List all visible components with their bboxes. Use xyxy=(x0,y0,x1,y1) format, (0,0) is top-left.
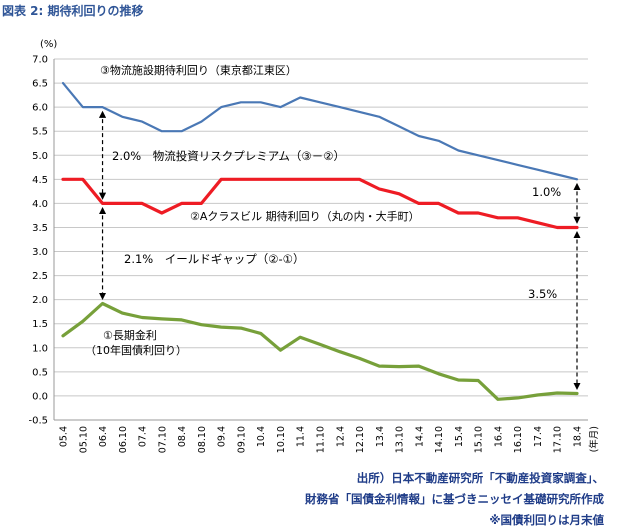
yield-line-chart: -0.5 0.0 0.5 1.0 1.5 2.0 2.5 3.0 3.5 4.0 4.5 5.0 5.5… xyxy=(28,39,601,453)
x-tick-label: 16.4 xyxy=(493,426,504,447)
annotation-labels: ③物流施設期待利回り（東京都江東区） ②Aクラスビル 期待利回り（丸の内・大手町）… xyxy=(85,63,561,357)
annotation-arrows xyxy=(98,110,581,390)
x-tick-label: 17.10 xyxy=(553,426,564,453)
logistics-series-label: ③物流施設期待利回り（東京都江東区） xyxy=(100,63,297,77)
source-line-1: 出所）日本不動産研究所「不動産投資家調査」、 xyxy=(356,471,604,485)
x-tick-label: 11.4 xyxy=(296,426,307,447)
y-tick-label: 3.0 xyxy=(32,247,48,258)
y-axis-tick-labels: -0.5 0.0 0.5 1.0 1.5 2.0 2.5 3.0 3.5 4.0 4.5 5.0 5.5… xyxy=(28,55,48,427)
x-axis-tick-labels: 05.4 05.10 06.4 06.10 07.4 07.10 08.4 08.10 09.4… xyxy=(59,426,601,453)
y-tick-label: 0.0 xyxy=(32,391,48,402)
x-tick-label: 13.10 xyxy=(395,426,406,453)
x-tick-label: 07.10 xyxy=(157,426,168,453)
x-axis-unit-label: (年月) xyxy=(588,426,600,452)
x-tick-label: 08.4 xyxy=(177,426,188,447)
office-series-label: ②Aクラスビル 期待利回り（丸の内・大手町） xyxy=(190,209,420,223)
y-tick-label: 6.5 xyxy=(32,79,48,90)
x-tick-label: 16.10 xyxy=(513,426,524,453)
gridlines xyxy=(53,58,588,421)
office-yield-line xyxy=(61,177,579,230)
jgb-series-label: ①長期金利（10年国債利回り） xyxy=(85,328,187,357)
x-tick-label: 07.4 xyxy=(138,426,149,447)
y-tick-label: 5.0 xyxy=(32,151,48,162)
series-lines xyxy=(61,81,579,401)
x-tick-label: 12.4 xyxy=(335,426,346,447)
y-tick-label: 5.5 xyxy=(32,127,48,138)
y-tick-label: 7.0 xyxy=(32,55,48,66)
y-tick-label: 0.5 xyxy=(32,367,48,378)
risk-premium-label: 2.0% 物流投資リスクプレミアム（③－②） xyxy=(112,149,345,163)
y-tick-label: -0.5 xyxy=(28,416,48,427)
yield-gap-label: 2.1% イールドギャップ（②-①） xyxy=(124,252,304,266)
x-tick-label: 13.4 xyxy=(375,426,386,447)
source-line-2: 財務省「国債金利情報」に基づきニッセイ基礎研究所作成 xyxy=(305,492,604,506)
office-jgb-gap-label: 3.5% xyxy=(528,287,557,301)
x-tick-label: 18.4 xyxy=(573,426,584,447)
y-tick-label: 1.5 xyxy=(32,319,48,330)
x-tick-label: 14.4 xyxy=(414,426,425,447)
x-tick-label: 05.4 xyxy=(59,426,70,447)
x-tick-label: 06.10 xyxy=(118,426,129,453)
y-tick-label: 1.0 xyxy=(32,343,48,354)
y-tick-label: 6.0 xyxy=(32,103,48,114)
x-tick-label: 17.4 xyxy=(533,426,544,447)
x-tick-label: 10.10 xyxy=(276,426,287,453)
office-logistics-gap-label: 1.0% xyxy=(532,185,561,199)
jgb-yield-line xyxy=(61,301,579,401)
logistics-yield-line xyxy=(61,81,579,181)
y-tick-label: 3.5 xyxy=(32,223,48,234)
x-tick-label: 06.4 xyxy=(98,426,109,447)
x-tick-label: 09.4 xyxy=(217,426,228,447)
x-tick-label: 08.10 xyxy=(197,426,208,453)
y-tick-label: 4.5 xyxy=(32,175,48,186)
x-tick-label: 05.10 xyxy=(78,426,89,453)
y-tick-label: 4.0 xyxy=(32,199,48,210)
y-tick-label: 2.0 xyxy=(32,295,48,306)
x-tick-label: 10.4 xyxy=(256,426,267,447)
x-tick-label: 14.10 xyxy=(434,426,445,453)
x-tick-label: 11.10 xyxy=(316,426,327,453)
x-tick-label: 15.10 xyxy=(474,426,485,453)
x-tick-label: 12.10 xyxy=(355,426,366,453)
x-tick-label: 15.4 xyxy=(454,426,465,447)
y-tick-label: 2.5 xyxy=(32,271,48,282)
y-axis-unit-label: (%) xyxy=(40,39,57,50)
x-tick-label: 09.10 xyxy=(236,426,247,453)
figure-title: 図表 2: 期待利回りの推移 xyxy=(2,4,144,18)
source-note: ※国債利回りは月末値 xyxy=(489,513,604,527)
